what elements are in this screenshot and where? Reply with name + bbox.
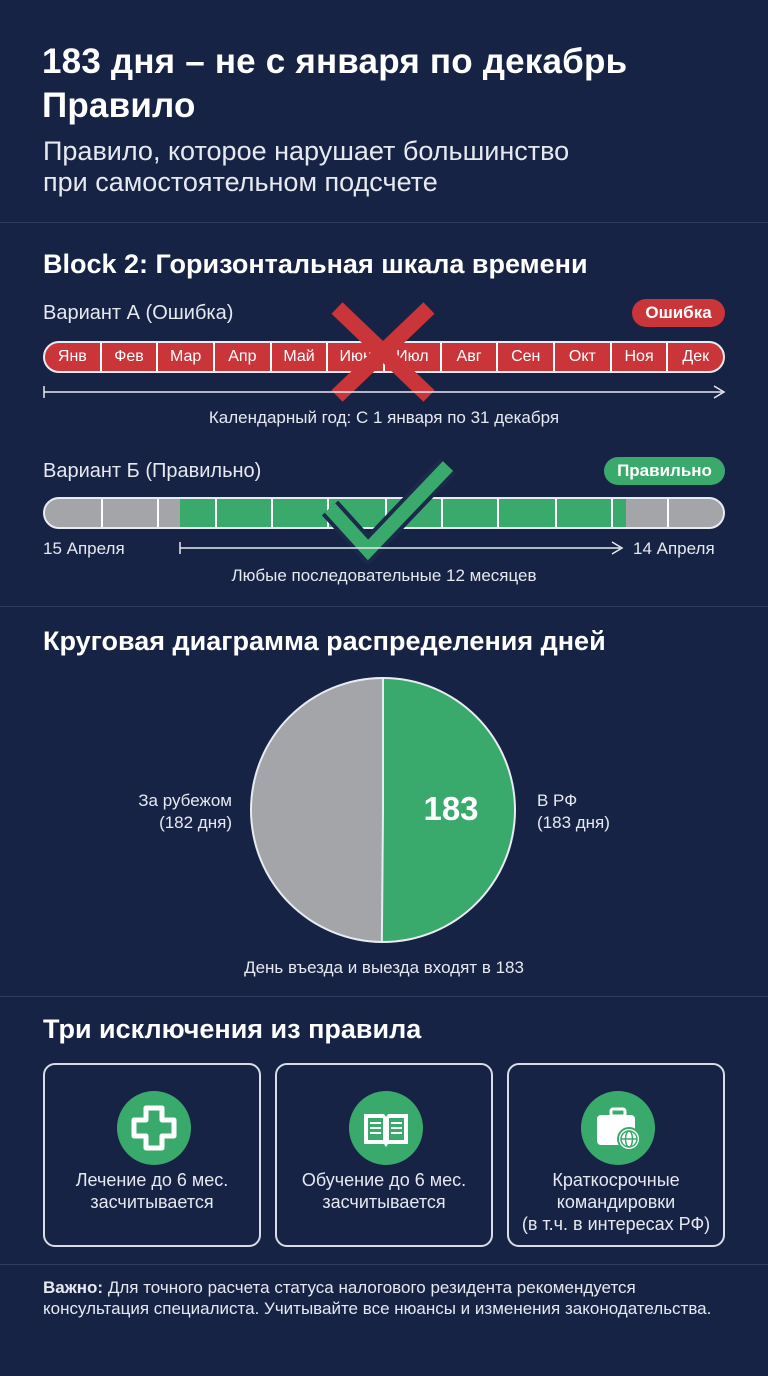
bar-divider — [555, 499, 557, 527]
pie-label-abroad-days: (182 дня) — [159, 813, 232, 832]
pie-slice-rf — [381, 679, 515, 941]
section-divider — [0, 1264, 768, 1265]
section-divider — [0, 996, 768, 997]
icon-badge — [117, 1091, 191, 1165]
title-line-2: Правило — [42, 86, 196, 125]
subtitle-line-2: при самостоятельном подсчете — [43, 167, 438, 197]
bar-divider — [215, 499, 217, 527]
bar-divider — [667, 499, 669, 527]
open-book-icon — [364, 1114, 408, 1147]
section-divider — [0, 606, 768, 607]
variant-a-caption: Календарный год: С 1 января по 31 декабр… — [208, 408, 560, 427]
pie-slice-abroad — [252, 679, 383, 941]
month-cell: Мар — [158, 343, 216, 371]
footer-note-text: Для точного расчета статуса налогового р… — [43, 1278, 712, 1318]
footer-note: Важно: Для точного расчета статуса налог… — [43, 1277, 743, 1319]
month-cell: Ноя — [612, 343, 669, 371]
pie-chart — [250, 677, 516, 943]
pie-label-rf-days: (183 дня) — [537, 813, 610, 832]
title-line-1: 183 дня – не с января по декабрь — [42, 42, 628, 81]
pie-label-abroad: За рубежом (182 дня) — [90, 790, 232, 834]
bar-divider — [271, 499, 273, 527]
pie-label-rf: В РФ (183 дня) — [537, 790, 687, 834]
bar-divider — [385, 499, 387, 527]
month-cell: Апр — [215, 343, 272, 371]
pie-center-value: 183 — [423, 790, 479, 827]
page-title: 183 дня – не с января по декабрь Правило — [42, 40, 742, 128]
variant-a-label: Вариант А (Ошибка) — [43, 302, 234, 324]
month-cell: Окт — [555, 343, 612, 371]
error-badge: Ошибка — [632, 299, 725, 327]
exception-card-business-trip: Краткосрочные командировки (в т.ч. в инт… — [507, 1063, 725, 1247]
pie-slice-separator — [380, 809, 384, 942]
bar-divider — [441, 499, 443, 527]
correct-badge: Правильно — [604, 457, 725, 485]
check-mark-icon — [322, 458, 456, 564]
bar-divider — [157, 499, 159, 527]
exception-card-education: Обучение до 6 мес. засчитывается — [275, 1063, 493, 1247]
subtitle-line-1: Правило, которое нарушает большинство — [43, 136, 570, 166]
exception-text: Краткосрочные командировки (в т.ч. в инт… — [521, 1170, 711, 1234]
exception-text: Обучение до 6 мес. засчитывается — [301, 1170, 467, 1212]
pie-caption: День въезда и выезда входят в 183 — [244, 958, 524, 977]
briefcase-globe-icon — [597, 1107, 641, 1151]
exception-card-medical: Лечение до 6 мес. засчитывается — [43, 1063, 261, 1247]
month-cell: Июл — [385, 343, 442, 371]
bar-divider — [497, 499, 499, 527]
section-divider — [0, 222, 768, 223]
month-cell: Авг — [442, 343, 499, 371]
pie-heading: Круговая диаграмма распределения дней — [43, 626, 606, 656]
footer-note-bold: Важно: — [43, 1278, 104, 1297]
bar-divider — [611, 499, 613, 527]
timeline-heading: Block 2: Горизонтальная шкала времени — [43, 249, 588, 279]
month-cell: Дек — [682, 348, 710, 365]
month-cell: Сен — [498, 343, 556, 371]
variant-b-label: Вариант Б (Правильно) — [43, 460, 262, 482]
period-start-label: 15 Апреля — [43, 539, 125, 558]
cross-mark-icon — [331, 302, 435, 402]
page-subtitle: Правило, которое нарушает большинство пр… — [43, 136, 743, 198]
bar-divider — [101, 499, 103, 527]
period-end-label: 14 Апреля — [633, 539, 715, 558]
exceptions-heading: Три исключения из правила — [43, 1014, 422, 1044]
icon-badge — [349, 1091, 423, 1165]
month-cell: Янв — [45, 343, 102, 371]
month-cell: Май — [272, 343, 329, 371]
rolling-span-arrow — [179, 541, 624, 555]
month-cell: Фев — [102, 343, 159, 371]
variant-b-caption: Любые последовательные 12 месяцев — [231, 566, 537, 585]
pie-label-abroad-title: За рубежом — [138, 791, 232, 810]
icon-badge — [581, 1091, 655, 1165]
pie-label-rf-title: В РФ — [537, 791, 578, 810]
exception-text: Лечение до 6 мес. засчитывается — [75, 1170, 229, 1212]
year-span-arrow — [43, 385, 726, 399]
medical-cross-icon — [131, 1105, 177, 1151]
